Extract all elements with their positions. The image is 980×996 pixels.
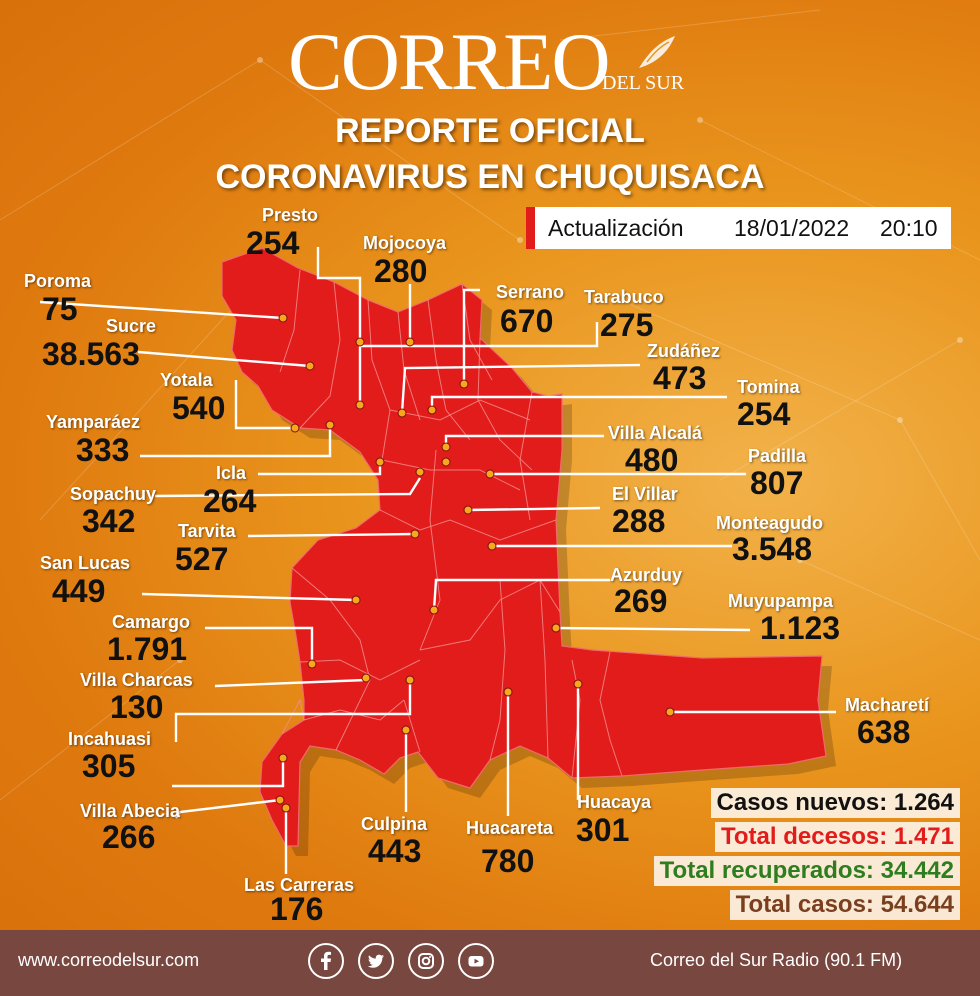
municipality-name: Azurduy [610, 565, 682, 585]
municipality-name: Camargo [112, 612, 191, 632]
municipality-cases: 527 [175, 541, 229, 577]
municipality-cases: 254 [737, 396, 791, 432]
municipality-cases: 3.548 [732, 531, 813, 567]
chuquisaca-map [39, 247, 836, 874]
update-banner: Actualización 18/01/2022 20:10 [526, 207, 951, 249]
municipality-cases: 342 [82, 503, 136, 539]
municipality-name: Poroma [24, 271, 92, 291]
deaths-total: Total decesos: 1.471 [715, 822, 960, 852]
municipality-name: Culpina [361, 814, 427, 834]
footer-bar: www.correodelsur.com Correo del Sur Radi… [0, 930, 980, 996]
municipality-cases: 807 [750, 465, 804, 501]
municipality-name: Sopachuy [70, 484, 157, 504]
municipality-cases: 670 [500, 303, 554, 339]
report-title: REPORTE OFICIAL [335, 112, 645, 150]
cases-total: Total casos: 54.644 [729, 890, 960, 920]
municipality-name: Yotala [160, 370, 213, 390]
twitter-icon[interactable] [358, 943, 394, 979]
website-link[interactable]: www.correodelsur.com [18, 950, 200, 970]
municipality-cases: 638 [857, 714, 911, 750]
municipality-name: Monteagudo [716, 513, 823, 533]
municipality-name: Macharetí [845, 695, 930, 715]
municipality-name: Incahuasi [68, 729, 152, 749]
municipality-cases: 443 [368, 833, 422, 869]
municipality-cases: 1.791 [107, 631, 188, 667]
municipality-name: Huacaya [577, 792, 652, 812]
update-accent-bar [526, 207, 535, 249]
municipality-name: Padilla [748, 446, 807, 466]
update-date: 18/01/2022 [734, 215, 850, 241]
new-cases-total: Casos nuevos: 1.264 [710, 788, 960, 818]
network-background [0, 0, 980, 930]
logo-wordmark: CORREO [288, 16, 611, 107]
municipality-cases: 540 [172, 390, 226, 426]
municipality-cases: 480 [625, 442, 679, 478]
municipality-cases: 269 [614, 583, 668, 619]
leaf-icon [639, 36, 675, 68]
municipality-cases: 254 [246, 225, 300, 261]
municipality-name: Yamparáez [46, 412, 141, 432]
instagram-icon[interactable] [408, 943, 444, 979]
municipality-cases: 266 [102, 819, 156, 855]
facebook-icon[interactable] [308, 943, 344, 979]
municipality-name: Icla [216, 463, 247, 483]
municipality-name: Tarvita [178, 521, 236, 541]
municipality-cases: 264 [203, 483, 257, 519]
update-label: Actualización [548, 215, 684, 241]
municipality-name: Tomina [737, 377, 800, 397]
municipality-cases: 301 [576, 812, 630, 848]
municipality-cases: 333 [76, 432, 130, 468]
municipality-name: Las Carreras [244, 875, 355, 895]
municipality-cases: 75 [42, 291, 78, 327]
municipality-cases: 275 [600, 307, 654, 343]
municipality-cases: 473 [653, 360, 707, 396]
municipality-cases: 1.123 [760, 610, 841, 646]
report-subtitle: CORONAVIRUS EN CHUQUISACA [215, 158, 765, 196]
municipality-cases: 38.563 [42, 336, 140, 372]
municipality-name: Zudáñez [647, 341, 721, 361]
municipality-name: San Lucas [40, 553, 131, 573]
recovered-total: Total recuperados: 34.442 [653, 856, 960, 886]
municipality-cases: 130 [110, 689, 164, 725]
municipality-name: Huacareta [466, 818, 554, 838]
municipality-name: Villa Alcalá [608, 423, 703, 443]
logo-subtitle: DEL SUR [602, 72, 685, 94]
municipality-cases: 449 [52, 573, 106, 609]
municipality-name: Villa Charcas [80, 670, 193, 690]
municipality-name: Muyupampa [728, 591, 834, 611]
municipality-name: Presto [262, 205, 319, 225]
municipality-cases: 305 [82, 748, 136, 784]
municipality-name: Mojocoya [363, 233, 447, 253]
youtube-icon[interactable] [458, 943, 494, 979]
municipality-cases: 288 [612, 503, 666, 539]
update-time: 20:10 [880, 215, 938, 241]
municipality-cases: 280 [374, 253, 428, 289]
municipality-name: Sucre [106, 316, 157, 336]
municipality-cases: 780 [481, 843, 535, 879]
municipality-name: Villa Abecia [80, 801, 181, 821]
municipality-dots [275, 313, 675, 813]
municipality-name: Tarabuco [584, 287, 664, 307]
radio-station: Correo del Sur Radio (90.1 FM) [650, 950, 903, 970]
municipality-name: Serrano [496, 282, 565, 302]
municipality-name: El Villar [612, 484, 678, 504]
municipality-cases: 176 [270, 891, 324, 927]
leader-lines [39, 247, 836, 874]
